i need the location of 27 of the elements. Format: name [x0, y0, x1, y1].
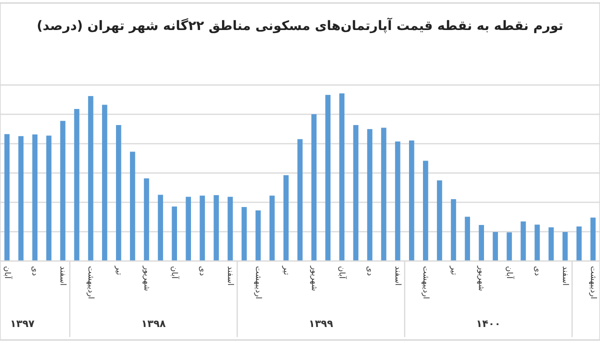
x-tick-label: اسفند — [58, 266, 68, 286]
x-tick-label: اردیبهشت — [588, 266, 598, 299]
x-tick-label: دی — [30, 266, 40, 276]
text: ۱۴۰۰ — [476, 319, 501, 330]
x-tick-label: شهریور — [310, 265, 319, 292]
x-tick-label: اردیبهشت — [254, 266, 263, 299]
x-tick-label: تیر — [282, 265, 291, 276]
x-tick-label: تیر — [449, 265, 458, 276]
x-tick-label: دی — [533, 266, 542, 276]
chart-title: تورم نقطه به نقطه قیمت آپارتمان‌های مسکونی مناطق ۲۲گانه شهر تهران (درصد) — [36, 17, 564, 34]
x-tick-label: اسفند — [226, 266, 236, 286]
text: ۱۳۹۷ — [10, 319, 35, 330]
text: ۱۳۹۹ — [308, 319, 334, 330]
x-tick-label: دی — [198, 266, 208, 276]
x-tick-label: آبان — [170, 266, 180, 280]
x-tick-label: آبان — [2, 266, 13, 280]
x-tick-label: اسفند — [560, 266, 570, 286]
x-tick-label: دی — [366, 266, 375, 276]
x-tick-label: اردیبهشت — [421, 266, 430, 299]
text: ۱۳۹۸ — [141, 319, 166, 330]
x-tick-label: شهریور — [142, 265, 152, 292]
x-tick-label: اسفند — [393, 266, 402, 286]
x-tick-label: آبان — [338, 266, 348, 280]
x-tick-label: اردیبهشت — [86, 266, 96, 299]
x-tick-label: آبان — [505, 266, 516, 280]
x-tick-label: شهریور — [477, 265, 486, 292]
x-tick-label: تیر — [114, 265, 124, 276]
